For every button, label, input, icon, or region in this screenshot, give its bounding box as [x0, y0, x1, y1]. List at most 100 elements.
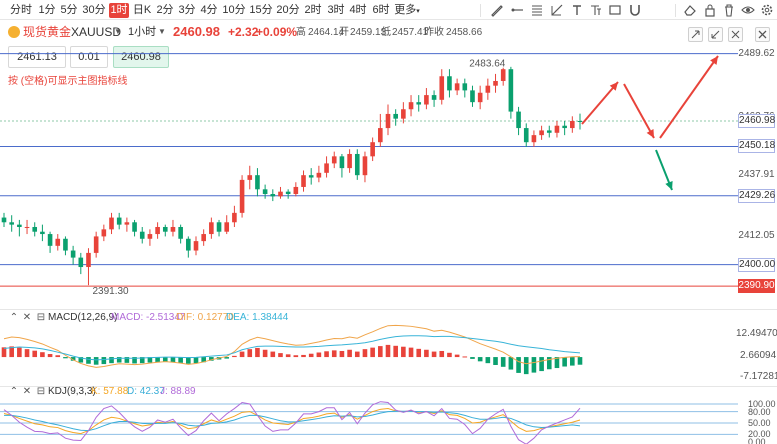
- candle-body: [477, 92, 483, 103]
- low-label: 低: [381, 27, 391, 38]
- candle-body: [124, 222, 130, 225]
- macd-histogram-bar: [331, 350, 337, 358]
- macd-value: MACD: -2.51347: [111, 312, 186, 323]
- tab-timeframe[interactable]: 2分: [156, 4, 174, 16]
- lock-icon[interactable]: [703, 3, 717, 17]
- tab-timeframe[interactable]: 3分: [178, 4, 196, 16]
- macd-histogram-bar: [162, 357, 168, 362]
- toolbar-divider: [675, 4, 676, 17]
- candle-body: [55, 238, 61, 246]
- rect-icon[interactable]: [608, 3, 622, 17]
- tab-timeframe[interactable]: 2时: [304, 4, 322, 16]
- collapse-box-icon[interactable]: ⊟: [36, 312, 46, 323]
- eye-icon[interactable]: [741, 3, 755, 17]
- price-axis-tag: 2437.91: [738, 169, 775, 181]
- macd-histogram-bar: [116, 357, 122, 363]
- tab-timeframe[interactable]: 6时: [372, 4, 390, 16]
- candle-body: [116, 217, 122, 225]
- tab-timeframe[interactable]: 30分: [82, 4, 106, 16]
- macd-axis-label: 12.49470: [736, 328, 777, 339]
- text-icon[interactable]: [570, 3, 584, 17]
- expand-icon[interactable]: [708, 27, 723, 42]
- forecast-arrow-down-head: [646, 129, 654, 138]
- tab-timeframe[interactable]: 10分: [222, 4, 246, 16]
- tab-timeframe[interactable]: 4时: [349, 4, 367, 16]
- candle-body: [193, 241, 199, 251]
- pen-icon[interactable]: [490, 3, 504, 17]
- caret-down-icon: ▾: [416, 8, 420, 15]
- indicator-collapse-icon[interactable]: [688, 27, 703, 42]
- macd-histogram-bar: [324, 351, 329, 358]
- fib-icon[interactable]: [588, 3, 602, 17]
- macd-histogram-bar: [308, 353, 314, 358]
- candle-body: [262, 189, 268, 195]
- macd-histogram-bar: [132, 357, 137, 364]
- price-axis-tag: 2429.26: [738, 188, 776, 203]
- symbol-code[interactable]: XAUUSD: [71, 25, 122, 39]
- price-axis-tag: 2400.00: [738, 257, 776, 272]
- macd-histogram-bar: [439, 350, 445, 358]
- candle-body: [78, 257, 84, 268]
- chevron-down-icon[interactable]: ▼: [158, 27, 166, 36]
- candle-body: [554, 125, 560, 133]
- tab-timeframe[interactable]: 1分: [38, 4, 56, 16]
- close-icon[interactable]: ✕: [22, 386, 32, 397]
- candle-body: [431, 95, 437, 100]
- macd-histogram-bar: [255, 347, 260, 358]
- tab-timeframe-active[interactable]: 1时: [109, 3, 129, 18]
- tab-timeframe[interactable]: 3时: [327, 4, 345, 16]
- eraser-icon[interactable]: [683, 3, 697, 17]
- candle-body: [424, 95, 429, 105]
- fullscreen-icon[interactable]: [728, 27, 743, 42]
- macd-histogram-bar: [101, 357, 107, 365]
- pattern-icon[interactable]: [530, 3, 544, 17]
- prev-close-label: 昨收: [424, 27, 444, 38]
- price-axis-tag: 2489.62: [738, 47, 775, 59]
- ruler-icon[interactable]: [550, 3, 564, 17]
- trash-icon[interactable]: [722, 3, 736, 17]
- symbol-name[interactable]: 现货黄金: [23, 25, 72, 39]
- low-value: 2457.41: [392, 27, 429, 38]
- tab-timeframe[interactable]: 15分: [249, 4, 273, 16]
- macd-histogram-bar: [316, 352, 322, 358]
- macd-histogram-bar: [139, 357, 145, 364]
- tab-timeframe[interactable]: 4分: [200, 4, 218, 16]
- magnet-icon[interactable]: [628, 3, 642, 17]
- close-icon[interactable]: ✕: [22, 312, 32, 323]
- macd-histogram-bar: [416, 348, 422, 358]
- macd-histogram-bar: [362, 349, 368, 358]
- tab-timeframe[interactable]: 5分: [60, 4, 78, 16]
- forecast-arrow-up: [581, 81, 619, 125]
- collapse-box-icon[interactable]: ⊟: [36, 386, 46, 397]
- macd-histogram-bar: [401, 346, 406, 358]
- sell-price-button[interactable]: 2461.13: [8, 46, 66, 68]
- collapse-icon[interactable]: ⌃: [9, 386, 19, 397]
- macd-histogram-bar: [546, 357, 552, 370]
- timeframe-select[interactable]: 1小时: [128, 26, 157, 38]
- candle-body: [523, 128, 529, 143]
- macd-histogram-bar: [109, 357, 114, 364]
- prev-close-value: 2458.66: [446, 27, 483, 38]
- close-icon[interactable]: [755, 27, 770, 42]
- candle-body: [247, 175, 253, 180]
- macd-histogram-bar: [477, 357, 483, 362]
- macd-histogram-bar: [40, 352, 45, 358]
- candle-body: [516, 111, 521, 129]
- macd-histogram-bar: [1, 347, 7, 358]
- tab-timeframe[interactable]: 日K: [132, 4, 152, 16]
- collapse-icon[interactable]: ⌃: [9, 312, 19, 323]
- chevron-down-icon[interactable]: ▼: [114, 27, 122, 36]
- symbol-logo-icon: [8, 26, 20, 38]
- d-value: D: 42.37: [127, 386, 165, 397]
- tab-timeframe[interactable]: 20分: [276, 4, 300, 16]
- macd-histogram-bar: [531, 357, 537, 373]
- candle-body: [385, 113, 391, 129]
- candlestick-chart[interactable]: 2483.64 2391.30: [0, 0, 777, 305]
- macd-histogram-bar: [431, 351, 437, 358]
- tab-timeframe[interactable]: 分时: [10, 4, 32, 16]
- settings-icon[interactable]: [760, 3, 774, 17]
- ray-icon[interactable]: [510, 3, 524, 17]
- macd-histogram-bar: [385, 344, 391, 358]
- tab-more[interactable]: 更多▾: [394, 3, 420, 18]
